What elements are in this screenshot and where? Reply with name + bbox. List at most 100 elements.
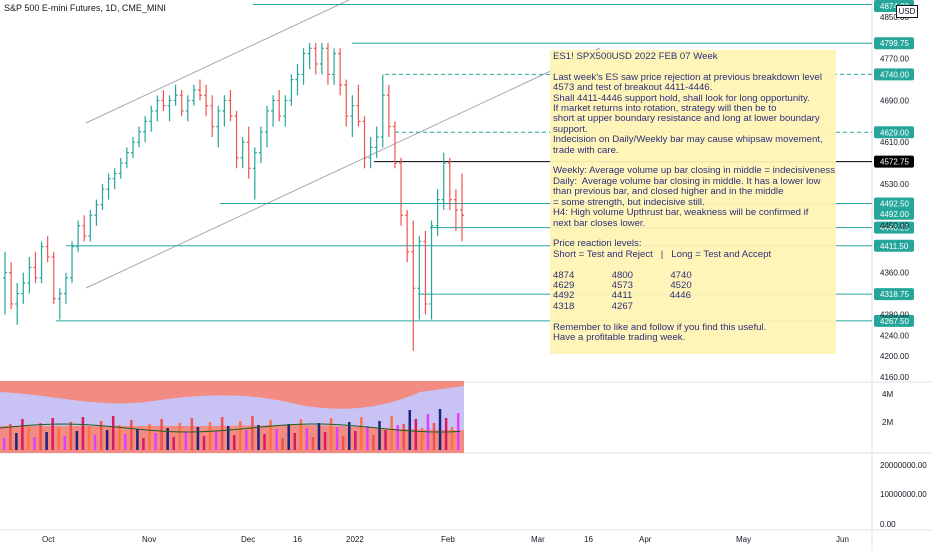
price-tag-label: 4799.75 [880,39,909,48]
volume-bar [263,434,266,450]
volume-bar [142,438,145,450]
volume-bar [366,426,369,450]
note-line: Price reaction levels: [553,238,642,250]
volume-bars [0,409,461,450]
volume-bar [160,419,163,450]
volume-bar [87,426,91,450]
volume-bar [196,427,200,450]
price-tag-label: 4492.50 [880,200,909,209]
volume-bar [281,438,284,450]
volume-bar [245,430,248,450]
price-tag-label: 4572.75 [880,158,909,167]
channel-lower-line [85,47,601,289]
time-tick-label: Dec [241,535,255,544]
volume-bar [51,418,54,450]
price-tag-label: 4492.00 [880,210,909,219]
note-line: Weekly: Average volume up bar closing in… [553,165,836,177]
price-tag [874,239,914,252]
time-tick-label: Feb [441,535,455,544]
volume-bar [396,425,399,450]
volume-bar [9,424,12,450]
volume-bar [408,410,412,450]
volume-bar [178,423,182,450]
price-tag-label: 4874.00 [880,2,909,11]
volume-bar [118,425,121,450]
price-tick-label: 4160.00 [880,373,909,382]
volume-bar [293,433,297,450]
note-line: Short = Test and Reject | Long = Test an… [553,248,772,260]
price-tick-label: 4240.00 [880,331,909,340]
volume-bar [378,421,381,450]
volume-bar [414,419,418,450]
note-line: next bar closes lower. [553,217,646,229]
volume-bar [214,431,218,450]
note-line: Last week's ES saw price rejection at pr… [553,71,822,83]
chart-title: S&P 500 E-mini Futures, 1D, CME_MINI [4,3,166,13]
volume-bar [384,430,387,450]
note-line: = some strength, but indecisive still. [553,196,705,208]
volume-bar [124,434,127,450]
volume-bar [226,426,230,450]
note-line: support. [553,123,588,135]
note-line: short at upper boundary resistance and l… [553,113,820,125]
price-tag-label: 4446.25 [880,224,909,233]
volume-bar [15,433,18,450]
volume-bar [311,437,315,450]
volume-tick-label: 4M [882,390,893,399]
volume-bar [111,416,115,450]
volume-tick-label: 2M [882,418,893,427]
volume-bar [341,436,345,450]
volume-bar [39,423,42,450]
price-tag-label: 4318.75 [880,290,909,299]
note-line: 4318 4267 [553,300,634,312]
price-tag [874,155,914,168]
volume-bar [275,429,278,450]
volume-bar [233,435,236,450]
volume-bar [69,422,73,450]
volume-bar [348,422,351,450]
price-tag-label: 4740.00 [880,70,909,79]
volume-bar [136,429,139,450]
note-line: 4573 and test of breakout 4411-4446. [553,82,713,94]
volume-bar [105,430,109,450]
analysis-note[interactable]: ES1! SPX500USD 2022 FEB 07 Week Last wee… [550,50,836,354]
volume-bar [299,419,303,450]
volume-bar [257,425,260,450]
volume-bar [420,428,424,450]
note-line: 4874 4800 4740 [553,269,692,281]
price-tag [874,314,914,327]
volume-band [0,386,464,430]
time-tick-label: 2022 [346,535,364,544]
trend-channel [85,0,601,289]
price-tick-label: 4360.00 [880,269,909,278]
volume-bar [450,427,454,450]
volume-bar [33,437,36,450]
price-tag-label: 4411.50 [880,242,909,251]
price-tag-label: 4629.00 [880,128,909,137]
volume-bar [444,418,448,450]
note-line: Daily: Average volume bar closing in mid… [553,175,821,187]
volume-bar [93,435,97,450]
note-line: Shall 4411-4446 support hold, shall look… [553,92,810,104]
price-tick-label: 4690.00 [880,96,909,105]
note-line: Indecision on Daily/Weekly bar may cause… [553,134,823,146]
currency-badge[interactable]: USD [896,5,918,18]
volume-bar [45,432,48,450]
price-tick-label: 4610.00 [880,138,909,147]
time-tick-label: Nov [142,535,156,544]
note-line: 4492 4411 4446 [553,290,691,302]
volume-bar [75,431,79,450]
indicator-tick-label: 20000000.00 [880,461,927,470]
volume-bar [402,424,405,450]
volume-bar [354,431,357,450]
volume-bar [432,423,436,450]
price-tick-label: 4530.00 [880,180,909,189]
price-tick-label: 4770.00 [880,55,909,64]
price-tick-label: 4450.00 [880,222,909,231]
price-tag [874,288,914,301]
channel-upper-line [85,0,350,124]
volume-ma-line [0,423,461,433]
volume-bar [99,421,103,450]
volume-bar [27,428,30,450]
note-line: ES1! SPX500USD 2022 FEB 07 Week [553,51,718,62]
